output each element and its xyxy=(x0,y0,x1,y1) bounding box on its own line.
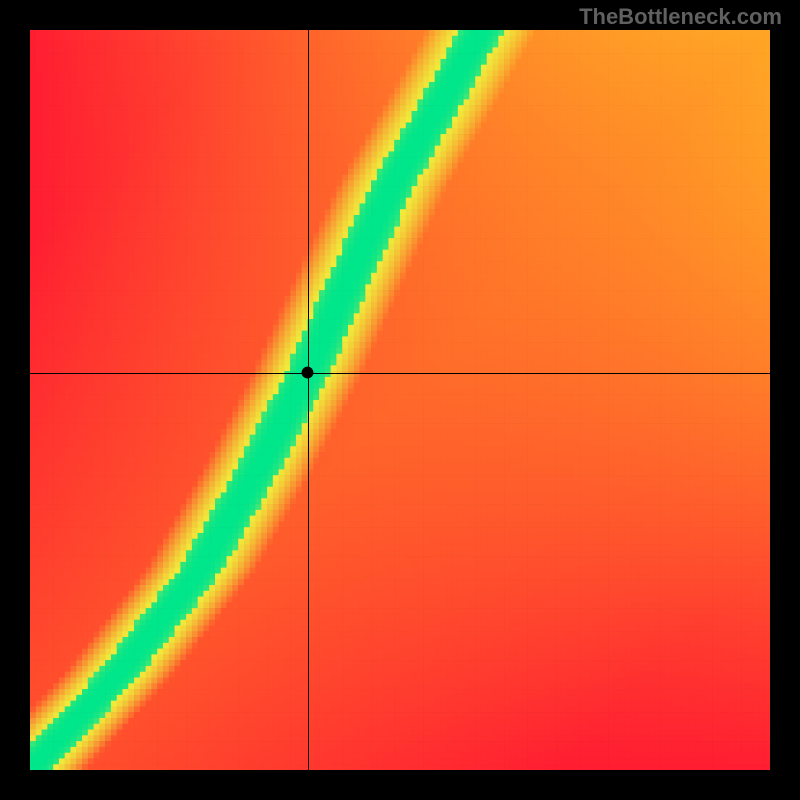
heatmap-wrap xyxy=(30,30,770,770)
chart-container: TheBottleneck.com xyxy=(0,0,800,800)
watermark-text: TheBottleneck.com xyxy=(579,4,782,30)
bottleneck-heatmap xyxy=(30,30,770,770)
